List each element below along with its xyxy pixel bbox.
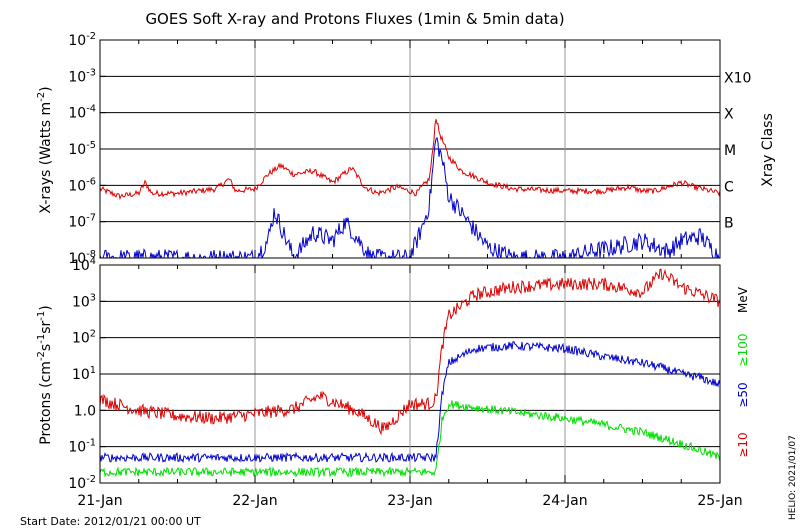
series-group [100,268,720,479]
y-tick-label: 10-8 [68,249,96,267]
series-line-red [100,119,720,200]
x-tick-label: 22-Jan [232,493,277,509]
y-tick-label: 101 [72,365,96,383]
credit-label: HELIO: 2021/01/07 [788,435,798,520]
energy-label: ≥10 [736,432,750,457]
xray-class-label: B [724,216,734,232]
xray-class-axis-label: Xray Class [760,113,776,187]
y-tick-label: 10-6 [68,176,96,194]
xray-class-label: M [724,143,736,159]
y-tick-label: 1.0 [74,403,96,419]
series-line-blue [100,341,720,464]
energy-label: MeV [736,286,750,313]
xray-panel: 10-2 10-3 10-4 10-5 10-6 10-7 10-8 X10 X M C B Xray … [36,31,776,267]
series-group [100,119,720,258]
y-tick-label: 104 [72,256,96,274]
series-line-red [100,268,720,436]
proton-axis-label: Protons (cm-2s-1sr-1) [36,305,54,444]
chart-title: GOES Soft X-ray and Protons Fluxes (1min… [145,10,564,28]
x-tick-label: 25-Jan [697,493,742,509]
xray-class-label: X [724,107,734,123]
y-tick-label: 10-1 [68,438,96,456]
series-line-green [100,400,720,479]
y-tick-label: 10-3 [68,67,96,85]
xray-class-label: X10 [724,70,751,86]
proton-panel: 104 103 102 101 1.0 10-1 10-2 Protons (cm-2s-1s… [36,256,750,492]
x-tick-label: 21-Jan [77,493,122,509]
energy-label: ≥100 [736,334,750,367]
y-tick-label: 10-2 [68,474,96,492]
y-tick-label: 103 [72,292,96,310]
xray-class-label: C [724,179,734,195]
y-tick-label: 102 [72,329,96,347]
x-tick-label: 23-Jan [387,493,432,509]
y-tick-label: 10-2 [68,31,96,49]
x-tick-label: 24-Jan [542,493,587,509]
start-date-label: Start Date: 2012/01/21 00:00 UT [20,515,201,528]
energy-label: ≥50 [736,382,750,407]
y-tick-label: 10-7 [68,213,96,231]
y-tick-label: 10-5 [68,140,96,158]
series-line-blue [100,136,720,258]
y-tick-label: 10-4 [68,104,96,122]
xray-axis-label: X-rays (Watts m-2) [36,86,54,213]
